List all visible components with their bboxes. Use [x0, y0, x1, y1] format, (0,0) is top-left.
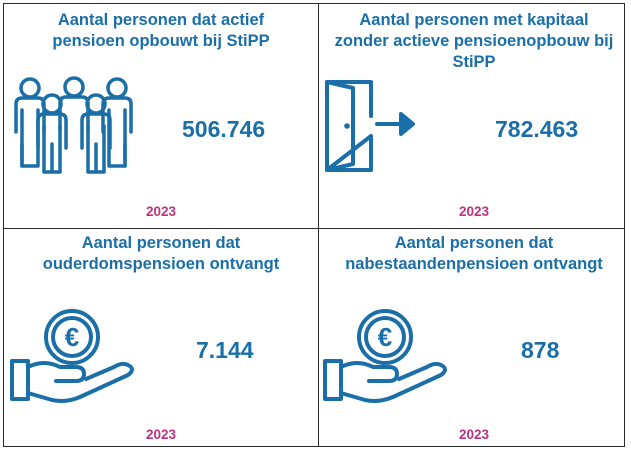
grid-divider-horizontal	[4, 228, 624, 229]
panel-year: 2023	[145, 204, 177, 219]
panel-value: 782.463	[495, 116, 579, 142]
svg-text:€: €	[378, 322, 392, 352]
panel-value: 878	[521, 337, 560, 363]
svg-text:€: €	[65, 322, 79, 352]
euro-coin-hand-icon: €	[10, 309, 134, 403]
panel-value: 506.746	[182, 116, 266, 142]
panel-title: Aantal personen dat nabestaandenpensioen…	[345, 234, 603, 273]
grid-divider-vertical	[318, 4, 319, 446]
panel-active-participants: Aantal personen dat actief pensioen opbo…	[6, 6, 316, 228]
panel-title: Aantal personen met kapitaal zonder acti…	[334, 11, 614, 71]
panel-title: Aantal personen dat ouderdomspensioen on…	[42, 234, 280, 273]
euro-coin-hand-icon: €	[323, 309, 447, 403]
infographic-grid: Aantal personen dat actief pensioen opbo…	[3, 3, 625, 447]
people-group-icon	[14, 76, 133, 174]
panel-survivor-pension: Aantal personen dat nabestaandenpensioen…	[319, 229, 629, 451]
panel-year: 2023	[458, 204, 490, 219]
panel-old-age-pension: Aantal personen dat ouderdomspensioen on…	[6, 229, 316, 451]
panel-title: Aantal personen dat actief pensioen opbo…	[52, 11, 270, 50]
panel-year: 2023	[458, 427, 490, 442]
panel-value: 7.144	[196, 337, 254, 363]
panel-year: 2023	[145, 427, 177, 442]
door-exit-icon	[325, 80, 415, 172]
panel-inactive-capital: Aantal personen met kapitaal zonder acti…	[319, 6, 629, 228]
